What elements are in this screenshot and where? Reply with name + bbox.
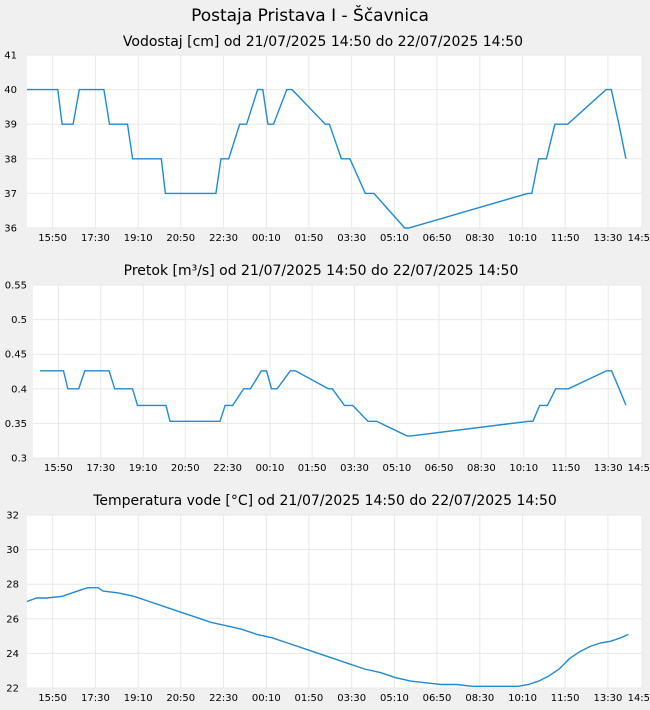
x-tick-label: 05:10 [382,463,411,474]
y-tick-label: 40 [4,85,17,96]
y-tick-label: 30 [6,545,19,556]
x-tick-label: 00:10 [252,693,281,704]
chart-pretok: Pretok [m³/s] od 21/07/2025 14:50 do 22/… [5,263,650,474]
x-ticks-temperatura: 15:50 17:30 19:10 20:50 22:30 00:10 01:50 03:30… [38,693,650,704]
chart-title-temperatura: Temperatura vode [°C] od 21/07/2025 14:5… [92,493,557,509]
x-tick-label: 20:50 [166,693,195,704]
x-tick-label: 10:10 [509,463,538,474]
y-tick-label: 0.5 [11,315,27,326]
grid-pretok [33,284,643,459]
x-tick-label: 11:50 [551,233,580,244]
y-tick-label: 39 [4,120,17,131]
y-tick-label: 36 [4,224,17,235]
series-line-pretok [39,370,627,437]
chart-temperatura: Temperatura vode [°C] od 21/07/2025 14:5… [6,493,650,704]
x-tick-label: 11:50 [551,463,580,474]
chart-vodostaj: Vodostaj [cm] od 21/07/2025 14:50 do 22/… [4,34,650,244]
plot-area-temperatura [27,515,642,688]
x-tick-label: 05:10 [380,693,409,704]
y-tick-label: 0.45 [5,350,27,361]
x-tick-label: 14:50 [628,463,650,474]
x-tick-label: 08:30 [465,233,494,244]
x-tick-label: 22:30 [213,463,242,474]
x-tick-label: 10:10 [508,693,537,704]
x-tick-label: 19:10 [124,693,153,704]
y-tick-label: 0.35 [5,419,27,430]
x-tick-label: 13:30 [594,693,623,704]
x-tick-label: 03:30 [337,233,366,244]
x-tick-label: 14:50 [628,233,650,244]
y-tick-label: 0.55 [5,281,27,292]
x-tick-label: 17:30 [81,233,110,244]
x-tick-label: 08:30 [465,693,494,704]
x-ticks-pretok: 15:50 17:30 19:10 20:50 22:30 00:10 01:50 03:30… [44,463,650,474]
x-tick-label: 17:30 [86,463,115,474]
x-tick-label: 01:50 [294,233,323,244]
x-tick-label: 00:10 [252,233,281,244]
y-tick-label: 37 [4,189,17,200]
y-tick-label: 28 [6,580,19,591]
x-tick-label: 06:50 [425,463,454,474]
y-tick-label: 0.4 [11,384,27,395]
x-tick-label: 03:30 [337,693,366,704]
y-tick-label: 26 [6,614,19,625]
y-tick-label: 41 [4,51,17,62]
x-tick-label: 20:50 [171,463,200,474]
y-ticks-vodostaj: 36 37 38 39 40 41 [4,51,17,235]
y-tick-label: 24 [6,649,19,660]
chart-title-pretok: Pretok [m³/s] od 21/07/2025 14:50 do 22/… [124,263,519,279]
y-ticks-pretok: 0.3 0.35 0.4 0.45 0.5 0.55 [5,281,27,465]
page-title: Postaja Pristava I - Ščavnica [191,4,429,26]
x-tick-label: 22:30 [209,233,238,244]
x-tick-label: 19:10 [129,463,158,474]
x-tick-label: 14:50 [628,693,650,704]
x-tick-label: 11:50 [551,693,580,704]
y-ticks-temperatura: 22 24 26 28 30 32 [6,511,19,695]
grid-vodostaj [27,54,643,229]
x-tick-label: 20:50 [166,233,195,244]
y-tick-label: 32 [6,511,19,522]
x-tick-label: 19:10 [124,233,153,244]
x-tick-label: 08:30 [467,463,496,474]
x-tick-label: 00:10 [256,463,285,474]
grid-temperatura [27,514,643,689]
x-ticks-vodostaj: 15:50 17:30 19:10 20:50 22:30 00:10 01:50 03:30… [38,233,650,244]
x-tick-label: 03:30 [340,463,369,474]
y-tick-label: 22 [6,684,19,695]
x-tick-label: 06:50 [423,693,452,704]
y-tick-label: 0.3 [11,454,27,465]
x-tick-label: 13:30 [594,233,623,244]
series-line-vodostaj [27,88,627,229]
x-tick-label: 01:50 [294,693,323,704]
x-tick-label: 05:10 [380,233,409,244]
plot-area-pretok [33,285,642,458]
plot-area-vodostaj [27,55,642,228]
x-tick-label: 10:10 [508,233,537,244]
y-tick-label: 38 [4,154,17,165]
x-tick-label: 22:30 [209,693,238,704]
x-tick-label: 01:50 [298,463,327,474]
series-line-temperatura [26,587,629,687]
chart-title-vodostaj: Vodostaj [cm] od 21/07/2025 14:50 do 22/… [123,34,523,50]
x-tick-label: 17:30 [81,693,110,704]
x-tick-label: 15:50 [38,693,67,704]
x-tick-label: 15:50 [38,233,67,244]
x-tick-label: 15:50 [44,463,73,474]
x-tick-label: 13:30 [594,463,623,474]
x-tick-label: 06:50 [423,233,452,244]
